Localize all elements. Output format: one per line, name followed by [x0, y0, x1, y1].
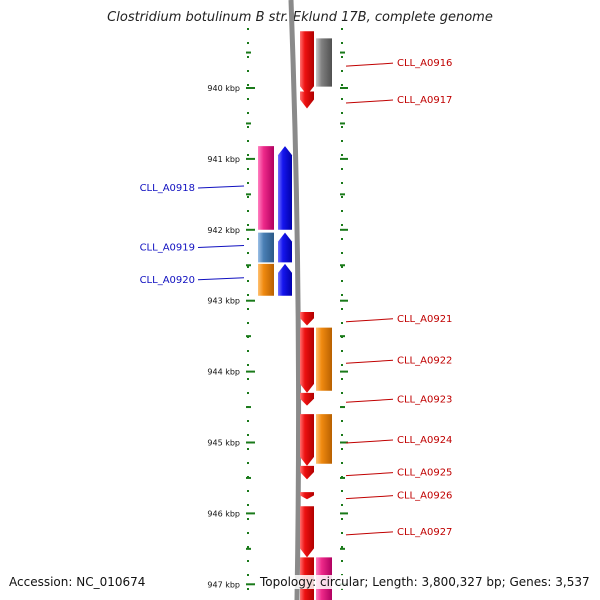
gene-feature-steelblue[interactable]	[258, 232, 274, 263]
gene-label[interactable]: CLL_A0927	[397, 527, 452, 538]
kbp-tick-label: 944 kbp	[207, 368, 240, 377]
kbp-tick-label: 947 kbp	[207, 580, 240, 589]
gene-feature-orange[interactable]	[316, 327, 332, 391]
gene-feature-red[interactable]	[300, 506, 314, 558]
kbp-tick-label: 943 kbp	[207, 297, 240, 306]
gene-label[interactable]: CLL_A0924	[397, 435, 452, 446]
kbp-tick-label: 941 kbp	[207, 155, 240, 164]
gene-features	[258, 31, 332, 600]
gene-feature-red[interactable]	[300, 31, 314, 96]
gene-feature-red[interactable]	[300, 312, 314, 326]
gene-label-leader	[197, 185, 245, 189]
gene-label[interactable]: CLL_A0921	[397, 314, 452, 325]
gene-label[interactable]: CLL_A0917	[397, 95, 452, 106]
gene-feature-red[interactable]	[300, 327, 314, 393]
gene-feature-orange[interactable]	[258, 263, 274, 296]
kbp-tick-label: 945 kbp	[207, 439, 240, 448]
map-title: Clostridium botulinum B str. Eklund 17B,…	[107, 10, 493, 25]
gene-feature-grey[interactable]	[316, 38, 332, 87]
gene-labels: CLL_A0916 CLL_A0917 CLL_A0918 CLL_A0919 CLL_…	[140, 58, 453, 538]
gene-feature-blue[interactable]	[278, 146, 292, 230]
gene-feature-orange[interactable]	[316, 414, 332, 464]
gene-label[interactable]: CLL_A0925	[397, 468, 452, 479]
accession-text: Accession: NC_010674	[9, 575, 146, 589]
gene-label[interactable]: CLL_A0920	[140, 275, 195, 286]
gene-feature-blue[interactable]	[278, 232, 292, 263]
kbp-tick-label: 940 kbp	[207, 84, 240, 93]
gene-label-leader	[345, 318, 394, 323]
gene-feature-red[interactable]	[300, 392, 314, 406]
gene-label-leader	[345, 495, 394, 500]
gene-label[interactable]: CLL_A0926	[397, 491, 452, 502]
kbp-tick-label: 942 kbp	[207, 226, 240, 235]
gene-label[interactable]: CLL_A0918	[140, 183, 195, 194]
gene-label[interactable]: CLL_A0916	[397, 58, 452, 69]
gene-label-leader	[345, 439, 394, 444]
genome-backbone	[288, 0, 302, 600]
gene-label-leader	[345, 62, 394, 67]
gene-label[interactable]: CLL_A0919	[140, 243, 195, 254]
gene-label[interactable]: CLL_A0923	[397, 394, 452, 405]
gene-label-leader	[345, 531, 394, 536]
gene-label-leader	[345, 472, 394, 477]
gene-label-leader	[197, 277, 245, 281]
gene-label-leader	[345, 99, 394, 104]
gene-feature-red[interactable]	[300, 414, 314, 466]
gene-feature-red[interactable]	[300, 465, 314, 480]
gene-label-leader	[197, 245, 245, 249]
gene-label-leader	[345, 359, 394, 364]
gene-feature-blue[interactable]	[278, 263, 292, 296]
gene-feature-red[interactable]	[300, 91, 314, 109]
gene-label-leader	[345, 398, 394, 403]
ruler: 940 kbp 941 kbp 942 kbp 943 kbp 944 kbp 945 k…	[207, 28, 348, 600]
kbp-tick-label: 946 kbp	[207, 509, 240, 518]
gene-feature-pink[interactable]	[258, 146, 274, 230]
gene-feature-red[interactable]	[300, 492, 314, 500]
topology-text: Topology: circular; Length: 3,800,327 bp…	[260, 575, 590, 589]
gene-label[interactable]: CLL_A0922	[397, 355, 452, 366]
